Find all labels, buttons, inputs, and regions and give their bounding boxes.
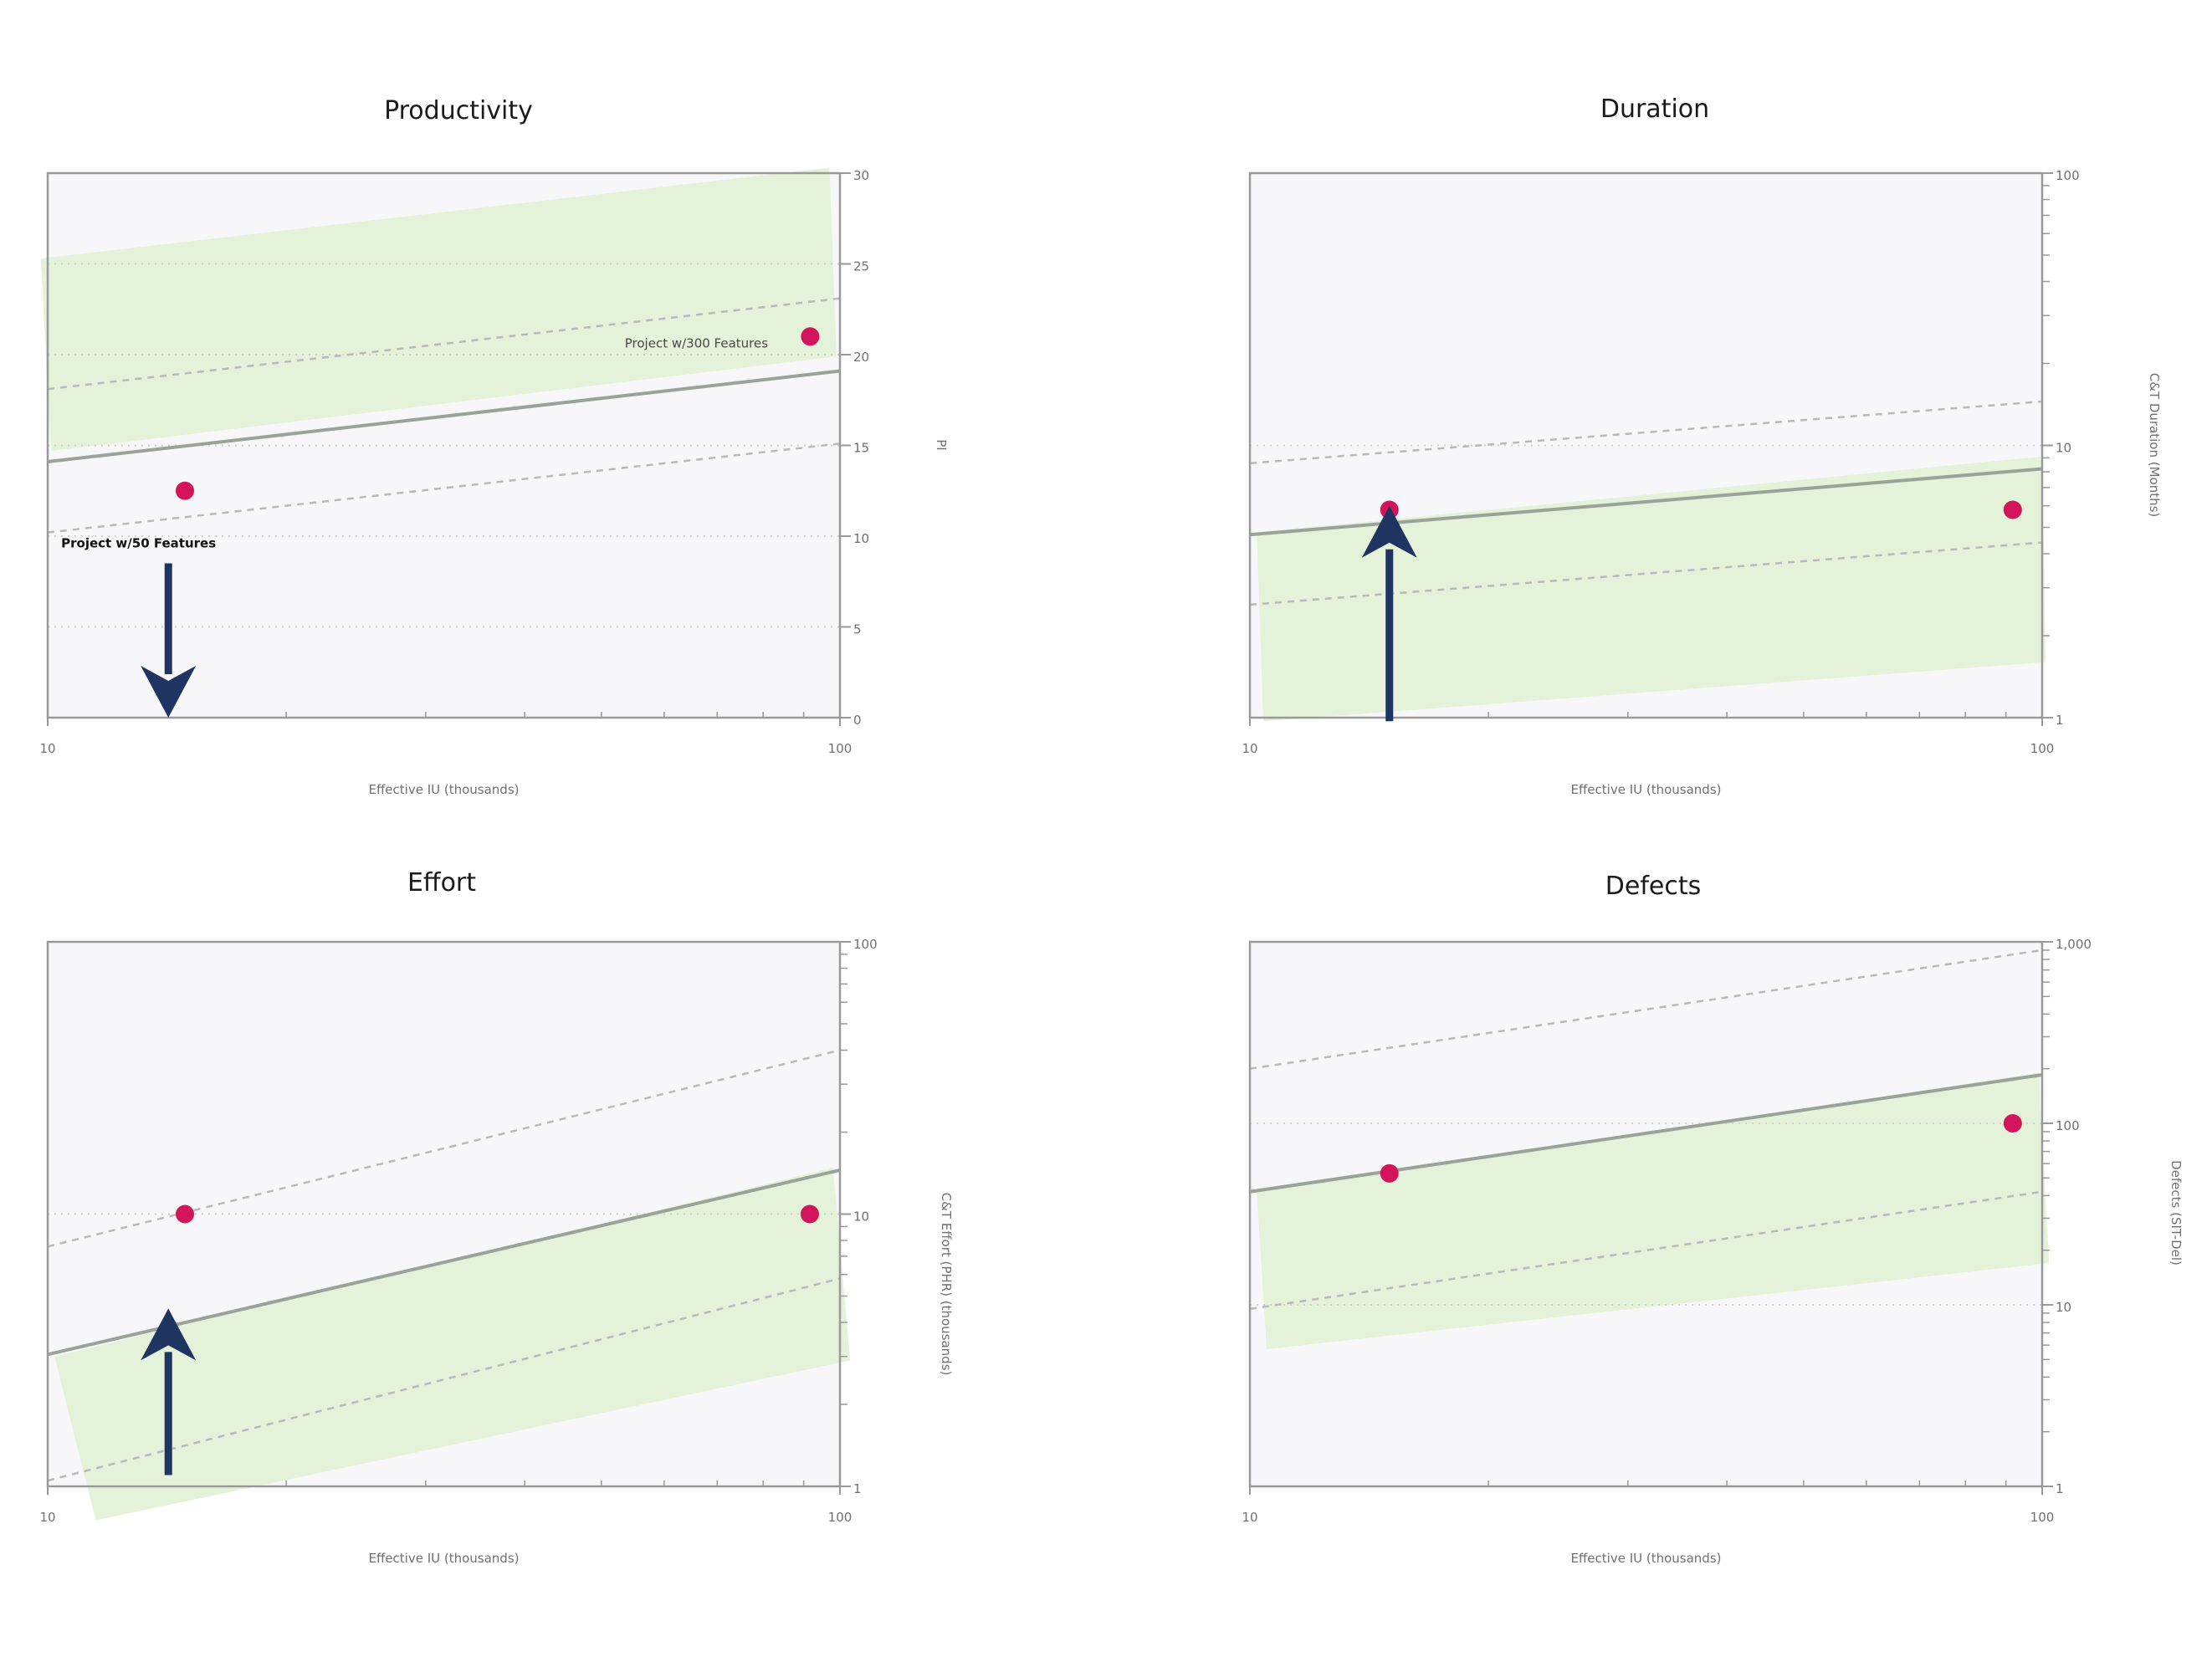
confidence-band	[1257, 1072, 2050, 1349]
plot-frame	[1248, 171, 2042, 719]
y-axis-label: C&T Effort (PHR) (thousands)	[939, 1193, 954, 1376]
y-tick-label: 100	[2056, 1118, 2080, 1133]
data-point	[176, 1204, 195, 1224]
data-point	[1380, 1163, 1399, 1183]
y-tick-label: 10	[853, 1209, 869, 1225]
y-tick-label: 100	[853, 937, 878, 952]
x-axis-label: Effective IU (thousands)	[368, 1551, 519, 1566]
data-point	[2003, 1114, 2022, 1133]
chart-panel-duration: Duration 1 10 100 10 100 Effective IU (thousan…	[1242, 95, 2162, 797]
trend-line	[47, 1169, 841, 1357]
x-tick-label: 10	[1242, 1510, 1257, 1525]
x-tick-label: 10	[1242, 741, 1257, 756]
y-tick-label: 0	[853, 713, 862, 728]
lower-sigma-line	[47, 1277, 841, 1482]
y-tick-label: 1	[2056, 713, 2064, 728]
chart-title: Productivity	[384, 96, 533, 125]
arrow-head	[141, 1308, 197, 1361]
chart-panel-effort: Effort 1 10 100 10 100 Effective IU (thousands…	[39, 868, 954, 1566]
plot-frame	[46, 940, 840, 1488]
y-axis-label: C&T Duration (Months)	[2147, 373, 2162, 518]
confidence-band	[54, 1168, 851, 1521]
x-axis-label: Effective IU (thousands)	[1570, 1551, 1721, 1566]
y-tick-label: 20	[853, 350, 869, 365]
confidence-band	[40, 167, 837, 452]
x-axis-label: Effective IU (thousands)	[1570, 782, 1721, 797]
x-tick-label: 100	[828, 741, 853, 756]
chart-title: Duration	[1600, 95, 1709, 124]
data-point	[2003, 500, 2022, 519]
arrow-head	[1361, 505, 1417, 558]
y-tick-label: 5	[853, 622, 862, 637]
data-point	[801, 327, 820, 346]
chart-panel-productivity: Productivity 0 5 10 15 20 25 30 10 100 Effective I…	[39, 96, 949, 797]
point-label: Project w/50 Features	[61, 535, 216, 550]
y-tick-label: 15	[853, 441, 869, 456]
plot-frame	[1248, 940, 2042, 1488]
chart-title: Defects	[1605, 872, 1701, 901]
x-axis-label: Effective IU (thousands)	[368, 782, 519, 797]
y-tick-label: 10	[2056, 441, 2071, 456]
x-tick-label: 100	[2030, 741, 2055, 756]
data-point	[176, 481, 195, 500]
arrow-head	[141, 666, 197, 718]
y-tick-label: 1	[853, 1481, 862, 1496]
plot-frame	[46, 171, 840, 719]
y-tick-label: 10	[2056, 1300, 2071, 1315]
chart-panel-defects: Defects 1 10 100 1,000 10 100 Effective IU (tho…	[1242, 872, 2184, 1566]
x-tick-label: 10	[39, 1510, 55, 1525]
x-tick-label: 100	[2030, 1510, 2055, 1525]
y-tick-label: 1,000	[2056, 937, 2092, 952]
data-point	[800, 1204, 819, 1224]
upper-sigma-line	[47, 1049, 841, 1248]
x-tick-label: 100	[828, 1510, 853, 1525]
trend-line	[47, 369, 841, 464]
upper-sigma-line	[1249, 949, 2043, 1070]
chart-title: Effort	[407, 868, 476, 897]
confidence-band	[1257, 456, 2046, 722]
lower-sigma-line	[1249, 1190, 2043, 1311]
y-axis-label: Defects (SIT-Del)	[2168, 1160, 2184, 1266]
y-axis-label: PI	[934, 439, 949, 450]
x-tick-label: 10	[39, 741, 55, 756]
y-tick-label: 1	[2056, 1481, 2064, 1496]
point-label: Project w/300 Features	[625, 336, 768, 351]
y-tick-label: 100	[2056, 168, 2080, 183]
y-tick-label: 30	[853, 168, 869, 183]
y-tick-label: 10	[853, 531, 869, 546]
y-tick-label: 25	[853, 259, 869, 274]
